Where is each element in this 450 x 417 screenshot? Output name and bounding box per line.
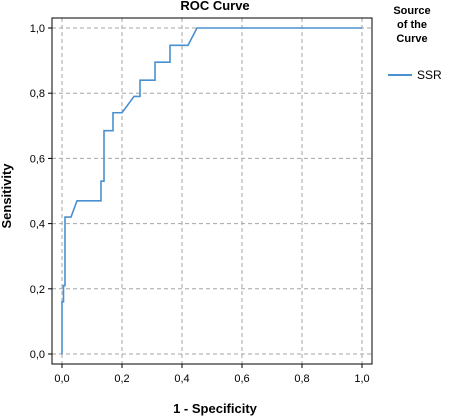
x-tick-label: 0,6 (234, 373, 249, 385)
legend: Source of the Curve SSR (388, 5, 442, 82)
roc-series-line (61, 27, 362, 354)
x-tick-label: 0,0 (54, 373, 69, 385)
legend-entry-ssr: SSR (417, 68, 442, 82)
x-axis-label: 1 - Specificity (173, 401, 258, 416)
x-tick-label: 0,4 (174, 373, 189, 385)
y-tick-label: 0,2 (30, 284, 45, 296)
grid (52, 18, 372, 364)
x-tick-label: 0,8 (294, 373, 309, 385)
legend-title-line-1: Source (393, 5, 430, 17)
y-tick-label: 0,0 (30, 349, 45, 361)
legend-title-line-2: of the (397, 19, 427, 31)
y-tick-label: 0,8 (30, 88, 45, 100)
y-tick-label: 0,6 (30, 153, 45, 165)
chart-title: ROC Curve (180, 0, 249, 13)
x-tick-label: 1,0 (354, 373, 369, 385)
y-axis-label: Sensitivity (0, 163, 14, 229)
plot-frame (51, 17, 373, 365)
x-tick-label: 0,2 (114, 373, 129, 385)
legend-title-line-3: Curve (396, 33, 427, 45)
y-tick-label: 0,4 (30, 219, 45, 231)
y-tick-label: 1,0 (30, 23, 45, 35)
series-layer (61, 27, 362, 354)
axis-ticks: 0,0 0,0 0,2 0,2 0,4 0,4 0,6 0,6 0,8 0,8 1,0 1,0 (30, 23, 370, 385)
